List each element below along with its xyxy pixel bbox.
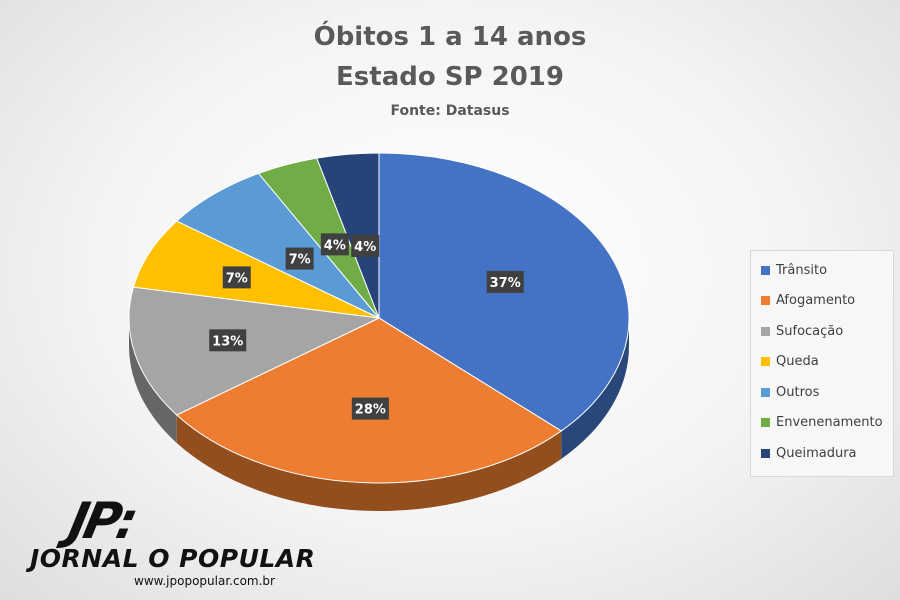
pie-slice-outros — [175, 172, 380, 319]
data-label-sufocação: 13% — [209, 329, 247, 352]
data-label-text: 7% — [226, 271, 248, 286]
legend-item-outros: Outros — [761, 382, 819, 402]
data-label-box — [285, 247, 314, 270]
data-label-text: 28% — [355, 403, 386, 418]
legend-label: Afogamento — [776, 293, 856, 308]
data-label-text: 13% — [212, 334, 243, 349]
pie-side-trânsito — [561, 318, 629, 459]
data-label-box — [486, 270, 524, 293]
logo-name: JORNAL O POPULAR — [30, 544, 316, 573]
legend-item-queimadura: Queimadura — [761, 443, 857, 463]
data-label-text: 4% — [324, 238, 346, 253]
data-label-queimadura: 4% — [351, 234, 380, 257]
legend-label: Envenenamento — [776, 415, 883, 430]
logo-mark: JP: — [63, 492, 140, 550]
pie-slice-queda — [132, 220, 380, 319]
legend-item-afogamento: Afogamento — [761, 291, 855, 311]
legend-swatch — [761, 326, 770, 336]
legend-swatch — [761, 357, 770, 366]
legend-label: Outros — [776, 384, 820, 400]
legend-swatch — [761, 265, 770, 275]
pie-side-sufocação — [129, 318, 177, 443]
legend-swatch — [761, 448, 770, 458]
data-label-trânsito: 37% — [486, 270, 524, 293]
data-label-afogamento: 28% — [351, 397, 389, 420]
data-label-box — [222, 266, 251, 289]
chart-source: Fonte: Datasus — [390, 103, 510, 119]
data-label-envenenamento: 4% — [320, 233, 349, 256]
pie-slice-sufocação — [128, 286, 381, 416]
data-label-box — [351, 397, 389, 420]
legend-label: Queimadura — [776, 445, 857, 461]
chart-legend: Trânsito Afogamento Sufocação Queda Outros En… — [750, 250, 894, 477]
legend-label: Trânsito — [776, 262, 828, 278]
data-label-text: 4% — [354, 240, 376, 255]
legend-item-queda: Queda — [761, 352, 819, 372]
logo-url: www.jpopopular.com.br — [134, 574, 275, 588]
pie-side-afogamento — [176, 414, 562, 511]
data-label-box — [209, 329, 247, 352]
data-label-outros: 7% — [285, 247, 314, 270]
data-label-text: 37% — [490, 276, 521, 291]
legend-item-sufocação: Sufocação — [761, 321, 843, 341]
data-label-box — [351, 234, 380, 257]
legend-swatch — [761, 387, 770, 397]
legend-swatch — [761, 418, 770, 427]
legend-label: Sufocação — [776, 323, 844, 339]
chart-subtitle: Estado SP 2019 — [336, 62, 564, 92]
legend-swatch — [761, 296, 770, 305]
legend-item-envenenamento: Envenenamento — [761, 413, 883, 433]
legend-label: Queda — [776, 354, 819, 369]
data-label-queda: 7% — [222, 266, 251, 289]
legend-item-trânsito: Trânsito — [761, 260, 827, 280]
data-label-text: 7% — [289, 253, 311, 268]
data-label-box — [320, 233, 349, 256]
jornal-o-popular-logo: JP: JORNAL O POPULAR www.jpopopular.com.… — [30, 492, 315, 596]
chart-title: Óbitos 1 a 14 anos — [313, 22, 587, 52]
